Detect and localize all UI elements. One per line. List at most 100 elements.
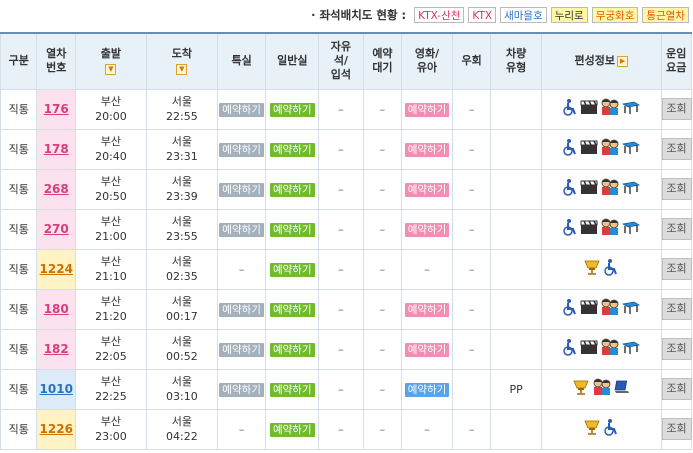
table-icon[interactable]	[622, 299, 641, 315]
train-number-link[interactable]: 182	[43, 341, 69, 356]
wheelchair-icon[interactable]	[562, 178, 578, 196]
sort-arrival-icon[interactable]: ▼	[176, 64, 188, 76]
fare-lookup-button[interactable]: 조회	[661, 218, 692, 240]
reserve-button[interactable]: 예약하기	[404, 342, 450, 357]
arrival-station: 서울	[171, 215, 192, 228]
snack-cart-icon[interactable]	[583, 258, 601, 276]
wheelchair-icon[interactable]	[562, 338, 578, 356]
wheelchair-icon[interactable]	[603, 258, 619, 276]
children-icon[interactable]	[600, 298, 620, 316]
snack-cart-icon[interactable]	[572, 378, 590, 396]
cell-composition	[541, 288, 662, 330]
header-composition[interactable]: 편성정보 ▶	[541, 32, 662, 90]
children-icon[interactable]	[600, 178, 620, 196]
cell-general: 예약하기	[265, 88, 320, 130]
reserve-button[interactable]: 예약하기	[219, 182, 264, 197]
sort-departure-icon[interactable]: ▼	[105, 64, 117, 76]
wheelchair-icon[interactable]	[562, 138, 578, 156]
table-row: 직통 268 부산 20:50 서울 23:39 예약하기 예약하기 – – 예약하기 – 조회	[0, 168, 693, 210]
movie-clapper-icon[interactable]	[580, 139, 598, 155]
reserve-button[interactable]: 예약하기	[269, 262, 315, 277]
composition-info-icon[interactable]: ▶	[617, 55, 629, 67]
table-icon[interactable]	[622, 99, 641, 115]
cell-arrival: 서울 23:39	[145, 168, 218, 210]
table-icon[interactable]	[622, 179, 641, 195]
fare-lookup-button[interactable]: 조회	[661, 98, 692, 120]
reserve-button[interactable]: 예약하기	[269, 302, 315, 317]
children-icon[interactable]	[600, 218, 620, 236]
snack-cart-icon[interactable]	[583, 418, 601, 436]
wheelchair-icon[interactable]	[562, 218, 578, 236]
cell-movie: 예약하기	[401, 288, 453, 330]
detour-value: –	[468, 302, 475, 316]
wheelchair-icon[interactable]	[603, 418, 619, 436]
reserve-button[interactable]: 예약하기	[219, 302, 264, 317]
fare-lookup-button[interactable]: 조회	[661, 338, 692, 360]
fare-lookup-button[interactable]: 조회	[661, 258, 692, 280]
reserve-button[interactable]: 예약하기	[219, 222, 264, 237]
reserve-button[interactable]: 예약하기	[219, 342, 264, 357]
reserve-button[interactable]: 예약하기	[269, 342, 315, 357]
train-type: 직통	[8, 222, 29, 236]
reserve-button[interactable]: 예약하기	[219, 102, 264, 117]
fare-lookup-button[interactable]: 조회	[661, 298, 692, 320]
train-number-link[interactable]: 178	[43, 141, 69, 156]
movie-clapper-icon[interactable]	[580, 219, 598, 235]
table-icon[interactable]	[622, 339, 641, 355]
reserve-button[interactable]: 예약하기	[404, 382, 450, 397]
cell-arrival: 서울 00:17	[145, 288, 218, 330]
train-number-link[interactable]: 1010	[39, 381, 73, 396]
header-standing: 자유 석/ 입석	[318, 32, 364, 90]
reserve-button[interactable]: 예약하기	[269, 222, 315, 237]
train-number-link[interactable]: 270	[43, 221, 69, 236]
cell-waitlist: –	[362, 368, 403, 410]
movie-clapper-icon[interactable]	[580, 99, 598, 115]
reserve-button[interactable]: 예약하기	[269, 382, 315, 397]
fare-lookup-button[interactable]: 조회	[661, 138, 692, 160]
cell-standing: –	[318, 208, 364, 250]
reserve-button[interactable]: 예약하기	[404, 182, 450, 197]
composition-icons	[572, 378, 630, 396]
train-number-link[interactable]: 1224	[39, 261, 73, 276]
laptop-icon[interactable]	[614, 379, 630, 395]
reserve-button[interactable]: 예약하기	[404, 302, 450, 317]
arrival-time: 23:39	[166, 190, 198, 203]
movie-clapper-icon[interactable]	[580, 299, 598, 315]
reserve-button[interactable]: 예약하기	[404, 222, 450, 237]
train-number-link[interactable]: 180	[43, 301, 69, 316]
header-car-type-line2: 유형	[506, 61, 527, 75]
reserve-button[interactable]: 예약하기	[269, 422, 315, 437]
cell-standing: –	[318, 368, 364, 410]
movie-clapper-icon[interactable]	[580, 339, 598, 355]
fare-lookup-button[interactable]: 조회	[661, 178, 692, 200]
reserve-button[interactable]: 예약하기	[404, 102, 450, 117]
wheelchair-icon[interactable]	[562, 98, 578, 116]
reserve-button[interactable]: 예약하기	[219, 142, 264, 157]
fare-lookup-button[interactable]: 조회	[661, 378, 692, 400]
arrival-station: 서울	[171, 135, 192, 148]
reserve-button[interactable]: 예약하기	[269, 142, 315, 157]
train-type: 직통	[8, 102, 29, 116]
reserve-button[interactable]: 예약하기	[269, 102, 315, 117]
reserve-button[interactable]: 예약하기	[269, 182, 315, 197]
cell-waitlist: –	[362, 408, 403, 450]
header-arrival[interactable]: 도착 ▼	[145, 32, 218, 90]
children-icon[interactable]	[600, 338, 620, 356]
table-icon[interactable]	[622, 219, 641, 235]
reserve-button[interactable]: 예약하기	[219, 382, 264, 397]
header-departure[interactable]: 출발 ▼	[74, 32, 147, 90]
train-number-link[interactable]: 268	[43, 181, 69, 196]
table-icon[interactable]	[622, 139, 641, 155]
children-icon[interactable]	[600, 98, 620, 116]
wheelchair-icon[interactable]	[562, 298, 578, 316]
train-number-link[interactable]: 1226	[39, 421, 73, 436]
children-icon[interactable]	[600, 138, 620, 156]
waitlist-value: –	[379, 262, 386, 276]
reserve-button[interactable]: 예약하기	[404, 142, 450, 157]
children-icon[interactable]	[592, 378, 612, 396]
fare-lookup-button[interactable]: 조회	[661, 418, 692, 440]
train-number-link[interactable]: 176	[43, 101, 69, 116]
cell-departure: 부산 20:00	[74, 88, 147, 130]
cell-general: 예약하기	[265, 408, 320, 450]
movie-clapper-icon[interactable]	[580, 179, 598, 195]
